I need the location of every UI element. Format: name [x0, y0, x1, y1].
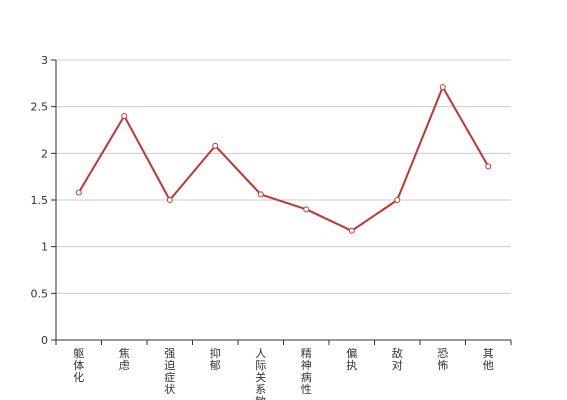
- data-point: [439, 84, 446, 91]
- x-tick-label: 焦虑: [119, 347, 130, 372]
- grid-lines: [56, 59, 511, 294]
- y-tick-label: 1.5: [31, 194, 49, 207]
- data-point: [303, 206, 310, 213]
- data-point: [212, 142, 219, 149]
- y-tick-label: 3: [41, 54, 48, 67]
- y-tick-label: 0: [41, 334, 48, 347]
- y-tick-labels: 0 0.5 1 1.5 2 2.5 3: [31, 54, 49, 347]
- x-tick-label: 其他: [483, 347, 494, 372]
- data-point: [348, 227, 355, 234]
- x-tick-label: 敌对: [392, 346, 403, 372]
- series: [75, 84, 492, 234]
- x-tick-label: 人际关系敏感: [255, 347, 266, 400]
- y-tick-label: 0.5: [31, 287, 49, 300]
- data-point: [485, 163, 492, 170]
- data-point: [394, 197, 401, 203]
- y-tick-label: 2: [41, 147, 48, 160]
- x-tick-label: 强迫症状: [164, 347, 175, 396]
- y-tick-label: 1: [41, 241, 48, 254]
- x-tick-label: 恐怖: [437, 347, 448, 372]
- data-point: [75, 189, 82, 196]
- x-tick-label: 抑郁: [210, 346, 221, 372]
- data-point: [257, 191, 264, 198]
- x-tick-label: 精神病性: [301, 347, 312, 396]
- x-tick-label: 躯体化: [73, 347, 84, 384]
- y-tick-label: 2.5: [31, 101, 49, 114]
- x-tick-label: 偏执: [346, 346, 357, 372]
- axes: [51, 59, 512, 345]
- data-point: [166, 197, 173, 203]
- x-tick-labels: 躯体化 焦虑 强迫症状 抑郁 人际关系敏感 精神病性 偏执 敌对 恐怖 其他: [73, 346, 494, 400]
- data-point: [121, 113, 128, 119]
- series-line: [77, 86, 490, 232]
